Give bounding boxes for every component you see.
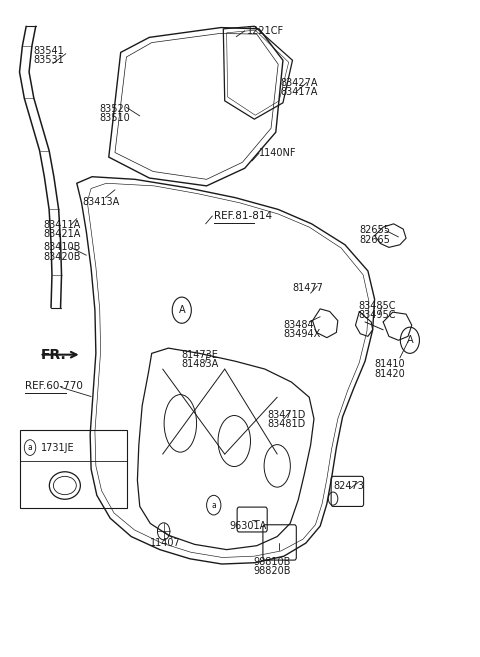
Text: 83413A: 83413A [83,196,120,206]
Text: 96301A: 96301A [229,521,267,531]
Text: 1221CF: 1221CF [247,26,284,36]
Text: 98820B: 98820B [253,566,291,576]
Text: 83484: 83484 [283,319,313,330]
Text: 83427A: 83427A [281,78,318,88]
Text: 81420: 81420 [374,369,405,378]
Text: FR.: FR. [40,348,66,361]
Text: 82473: 82473 [333,480,364,491]
Text: A: A [179,306,185,315]
Text: a: a [211,501,216,510]
Text: 83410B: 83410B [43,242,81,252]
Text: REF.60-770: REF.60-770 [25,381,83,391]
Text: 81477: 81477 [292,283,324,293]
Text: 83541: 83541 [34,46,65,56]
Text: 83417A: 83417A [281,87,318,97]
Text: 1140NF: 1140NF [259,148,297,158]
Text: 81410: 81410 [374,359,405,369]
Text: REF.81-814: REF.81-814 [214,211,272,221]
Text: 83471D: 83471D [268,410,306,420]
Text: 98810B: 98810B [253,557,291,567]
Text: 1731JE: 1731JE [40,443,74,453]
Text: 83531: 83531 [34,55,65,65]
Text: 82665: 82665 [360,235,390,244]
Text: 83510: 83510 [99,113,130,123]
Text: 83520: 83520 [99,104,130,114]
Text: 82655: 82655 [360,225,390,235]
Text: REF.60-770: REF.60-770 [25,381,83,391]
Text: 11407: 11407 [150,538,181,548]
Text: REF.81-814: REF.81-814 [214,211,272,221]
Text: 83481D: 83481D [268,419,306,429]
Text: 83411A: 83411A [43,220,81,230]
Text: a: a [28,443,32,452]
Text: A: A [407,335,413,346]
Text: 81473E: 81473E [182,350,219,359]
Text: 83420B: 83420B [43,252,81,261]
Text: 83494X: 83494X [283,328,320,339]
Text: 83495C: 83495C [359,310,396,321]
Text: 81483A: 81483A [182,359,219,369]
Text: 83485C: 83485C [359,302,396,311]
Text: 83421A: 83421A [43,229,81,238]
